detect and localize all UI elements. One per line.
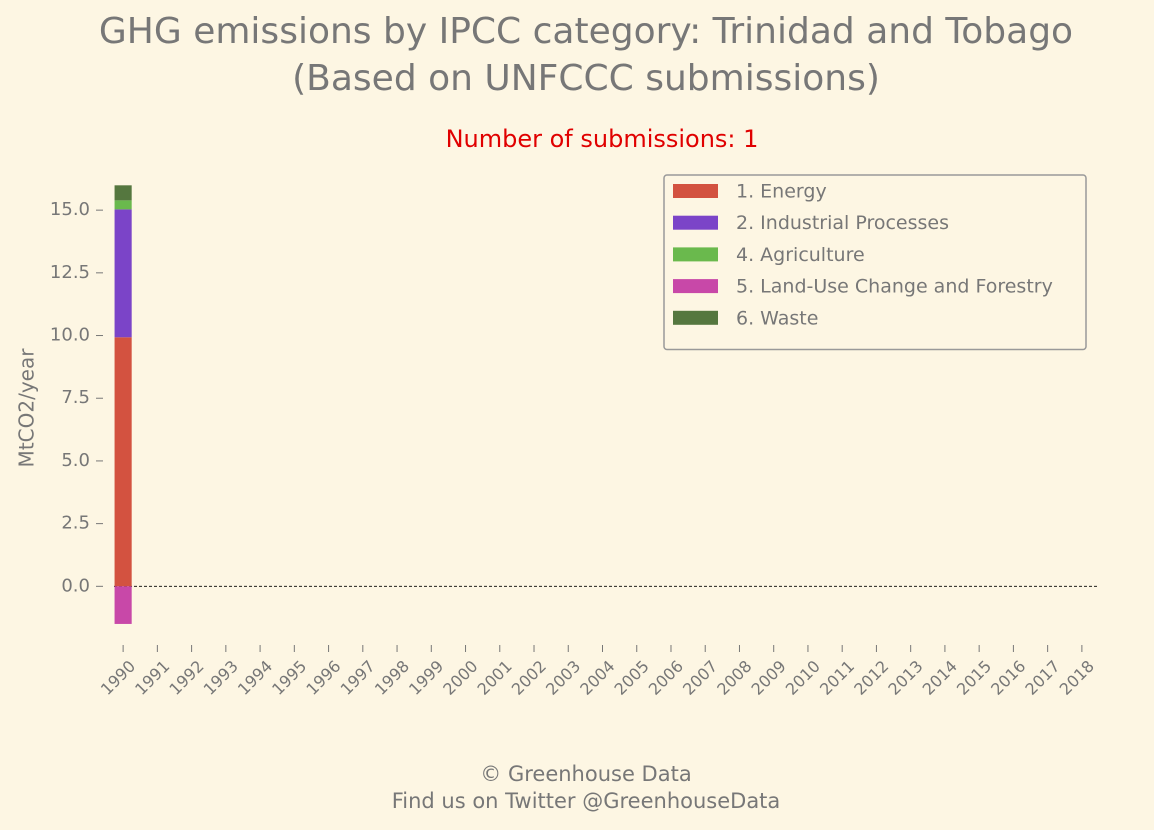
bar [114, 209, 132, 338]
x-tick-label: 1997 [337, 657, 379, 699]
y-tick-label: 5.0 [61, 450, 90, 471]
y-tick-label: 10.0 [50, 325, 90, 346]
legend-label: 1. Energy [736, 181, 827, 203]
legend-swatch [673, 279, 718, 294]
legend-label: 2. Industrial Processes [736, 212, 949, 234]
x-tick-label: 2008 [713, 657, 755, 699]
legend-label: 6. Waste [736, 307, 818, 329]
x-tick-label: 2004 [576, 657, 618, 699]
x-tick-label: 2000 [439, 657, 481, 699]
bar [114, 337, 132, 587]
x-tick-label: 2003 [542, 657, 584, 699]
x-tick-label: 1993 [200, 657, 242, 699]
chart-title: GHG emissions by IPCC category: Trinidad… [99, 11, 1073, 52]
x-tick-label: 2017 [1021, 657, 1063, 699]
x-tick-label: 2016 [987, 657, 1029, 699]
bar [114, 200, 132, 210]
x-tick-label: 2018 [1056, 657, 1098, 699]
x-tick-label: 1992 [165, 657, 207, 699]
bar [114, 185, 132, 201]
y-tick-label: 0.0 [61, 575, 90, 596]
x-tick-label: 1991 [131, 657, 173, 699]
y-axis-label: MtCO2/year [15, 348, 39, 468]
x-tick-label: 1995 [268, 657, 310, 699]
x-tick-label: 1996 [302, 657, 344, 699]
legend-swatch [673, 310, 718, 325]
x-tick-label: 2007 [679, 657, 721, 699]
y-tick-label: 7.5 [61, 387, 90, 408]
x-tick-label: 1999 [405, 657, 447, 699]
legend-swatch [673, 215, 718, 230]
y-tick-label: 15.0 [50, 199, 90, 220]
x-tick-label: 2009 [747, 657, 789, 699]
x-tick-label: 2006 [645, 657, 687, 699]
x-tick-label: 1990 [97, 657, 139, 699]
x-tick-label: 2001 [474, 657, 516, 699]
footer: © Greenhouse Data [480, 762, 691, 786]
x-tick-label: 2013 [884, 657, 926, 699]
x-tick-label: 2005 [611, 657, 653, 699]
legend-label: 5. Land-Use Change and Forestry [736, 276, 1053, 298]
chart-title: (Based on UNFCCC submissions) [292, 58, 880, 99]
x-tick-label: 2002 [508, 657, 550, 699]
y-tick-label: 12.5 [50, 262, 90, 283]
y-tick-label: 2.5 [61, 513, 90, 534]
chart-subtitle: Number of submissions: 1 [446, 125, 759, 153]
legend-swatch [673, 247, 718, 262]
x-tick-label: 1998 [371, 657, 413, 699]
x-tick-label: 2012 [850, 657, 892, 699]
legend-swatch [673, 184, 718, 198]
footer: Find us on Twitter @GreenhouseData [392, 789, 781, 813]
legend-box [663, 174, 1087, 351]
x-tick-label: 2010 [782, 657, 824, 699]
legend-label: 4. Agriculture [736, 244, 865, 266]
x-tick-label: 2011 [816, 657, 858, 699]
x-tick-label: 2014 [919, 657, 961, 699]
bar [114, 586, 132, 624]
x-tick-label: 2015 [953, 657, 995, 699]
x-tick-label: 1994 [234, 657, 276, 699]
